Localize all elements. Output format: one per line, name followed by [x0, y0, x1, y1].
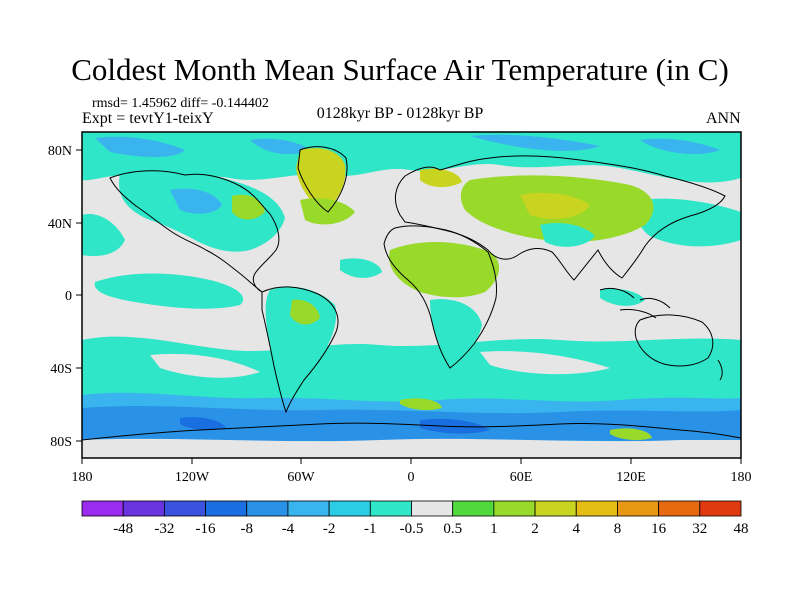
coast-greenland: [297, 146, 348, 213]
lon-label: 180: [731, 470, 752, 485]
period-label: 0128kyr BP - 0128kyr BP: [316, 105, 484, 122]
lon-label: 0: [408, 470, 415, 485]
greenland-green: [296, 148, 346, 210]
colorbar-box: [287, 500, 330, 517]
coastlines: [82, 146, 741, 441]
colorbar-box: [617, 500, 660, 517]
colorbar-box: [534, 500, 577, 517]
n-america-green: [232, 194, 265, 220]
coast-europe-asia: [394, 155, 726, 281]
tropical-pacific-cyan: [94, 273, 244, 309]
coast-new-zealand: [717, 359, 723, 381]
lat-label: 0: [65, 289, 72, 304]
lat-label: 80S: [50, 435, 72, 450]
colorbar-label: -16: [196, 521, 216, 537]
colorbar-box: [81, 500, 124, 517]
s-ocean-gaps: [150, 351, 610, 378]
tropical-patches: [340, 258, 645, 306]
colorbar-label: -1: [364, 521, 377, 537]
colorbar-label: -48: [113, 521, 133, 537]
coast-south-america: [261, 286, 339, 414]
coast-australia: [634, 314, 714, 367]
eurasia-cyan: [540, 223, 595, 247]
lon-label: 60W: [287, 470, 315, 485]
s-america-green: [290, 299, 320, 325]
colorbar-box: [411, 500, 454, 517]
coast-north-america: [109, 170, 280, 293]
lat-label: 40S: [50, 362, 72, 377]
colorbar-box: [122, 500, 165, 517]
colorbar-box: [246, 500, 289, 517]
stats-text: rmsd= 1.45962 diff= -0.144402: [92, 96, 269, 111]
lon-label: 60E: [510, 470, 533, 485]
colorbar-label: 0.5: [443, 521, 462, 537]
colorbar-box: [575, 500, 618, 517]
eurasia-yellow: [420, 168, 590, 219]
coast-africa: [383, 225, 497, 369]
antarctic-land-grey: [82, 438, 741, 458]
colorbar-label: 1: [490, 521, 498, 537]
anomaly-field: [82, 132, 741, 458]
colorbar-box: [493, 500, 536, 517]
colorbar-label: 16: [651, 521, 667, 537]
season-label: ANN: [706, 110, 741, 127]
africa-green: [389, 241, 500, 298]
lat-label: 80N: [48, 144, 72, 159]
colorbar: -48 -32 -16 -8 -4 -2 -1 -0.5 0.5 1 2 4 8 16 32 48: [81, 500, 749, 537]
n-pacific-cyan: [82, 198, 741, 257]
colorbar-label: -4: [282, 521, 295, 537]
colorbar-label: 2: [531, 521, 539, 537]
colorbar-label: -8: [241, 521, 254, 537]
lon-label: 120W: [175, 470, 210, 485]
colorbar-box: [163, 500, 206, 517]
lat-axis: 80N 40N 0 40S 80S: [48, 144, 82, 450]
lon-label: 180: [72, 470, 93, 485]
coast-antarctica: [82, 422, 741, 441]
colorbar-box: [369, 500, 412, 517]
colorbar-label: 8: [614, 521, 622, 537]
colorbar-label: -2: [323, 521, 336, 537]
colorbar-label: -0.5: [400, 521, 424, 537]
colorbar-box: [328, 500, 371, 517]
lon-axis: 180 120W 60W 0 60E 120E 180: [72, 458, 752, 485]
antarctic-green-patches: [400, 398, 652, 441]
colorbar-box: [699, 500, 742, 517]
colorbar-box: [658, 500, 701, 517]
colorbar-box: [205, 500, 248, 517]
colorbar-label: 32: [692, 521, 707, 537]
lat-label: 40N: [48, 217, 72, 232]
colorbar-label: 4: [573, 521, 581, 537]
colorbar-label: 48: [734, 521, 749, 537]
colorbar-box: [452, 500, 495, 517]
n-america-blue: [170, 188, 222, 214]
experiment-label: Expt = tevtY1-teixY: [82, 110, 214, 127]
lon-label: 120E: [616, 470, 646, 485]
colorbar-label: -32: [154, 521, 174, 537]
map-title: Coldest Month Mean Surface Air Temperatu…: [71, 52, 729, 87]
s-ocean-cyan-band: [82, 336, 741, 405]
arctic-blue-patches: [95, 134, 720, 157]
